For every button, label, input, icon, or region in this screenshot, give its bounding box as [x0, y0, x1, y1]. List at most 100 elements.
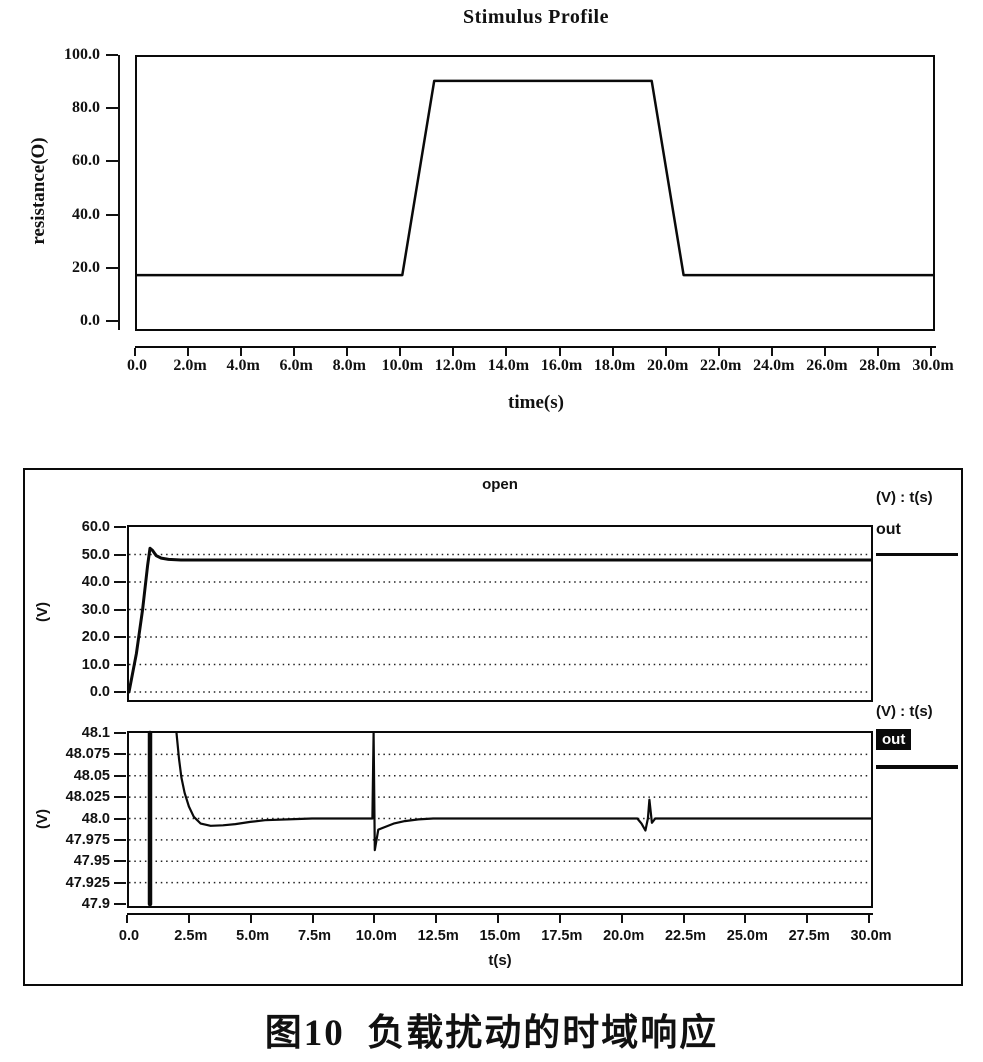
stimulus-x-axis-label: time(s)	[508, 392, 564, 413]
x-tick-label: 25.0m	[726, 928, 768, 944]
y-tick-mark	[114, 817, 126, 820]
x-tick-label: 0.0	[127, 357, 147, 374]
x-tick-mark	[249, 915, 252, 923]
y-tick-label: 50.0	[81, 546, 110, 563]
x-tick-mark	[126, 915, 128, 923]
lower-legend-swatch-line	[876, 765, 958, 769]
y-tick-label: 47.95	[73, 853, 110, 870]
x-tick-label: 18.0m	[593, 357, 636, 374]
y-tick-label: 80.0	[72, 99, 100, 117]
x-tick-mark	[505, 348, 508, 356]
y-tick-label: 60.0	[72, 152, 100, 170]
x-tick-label: 26.0m	[806, 357, 848, 374]
upper-y-tick-marks	[114, 526, 126, 700]
x-tick-label: 10.0m	[381, 357, 423, 374]
upper-legend-header: (V) : t(s)	[876, 489, 933, 506]
y-tick-mark	[106, 54, 118, 56]
x-tick-label: 4.0m	[226, 357, 260, 374]
x-tick-label: 27.5m	[788, 928, 830, 944]
x-tick-mark	[452, 348, 455, 356]
upper-legend-item: out	[876, 521, 901, 538]
x-tick-mark	[187, 348, 190, 356]
x-tick-label: 2.0m	[173, 357, 207, 374]
x-tick-mark	[240, 348, 243, 356]
y-tick-label: 100.0	[64, 46, 100, 63]
lower-trace-svg	[129, 730, 873, 907]
x-tick-label: 15.0m	[479, 928, 521, 944]
x-tick-mark	[744, 915, 747, 923]
y-tick-label: 20.0	[81, 629, 110, 645]
x-tick-label: 20.0m	[646, 357, 689, 374]
y-tick-label: 60.0	[81, 519, 110, 535]
y-tick-label: 47.925	[65, 874, 110, 891]
upper-legend-swatch-line	[876, 553, 958, 556]
x-tick-mark	[399, 348, 402, 356]
x-tick-label: 7.5m	[297, 928, 332, 944]
y-tick-mark	[114, 774, 126, 777]
y-tick-label: 48.0	[81, 810, 110, 827]
y-tick-label: 48.1	[81, 725, 110, 741]
y-tick-label: 48.05	[73, 767, 110, 784]
upper-trace-svg	[127, 546, 873, 694]
x-tick-label: 30.0m	[850, 928, 892, 944]
y-tick-mark	[114, 636, 126, 638]
x-tick-mark	[868, 915, 870, 923]
y-tick-mark	[114, 608, 126, 611]
x-tick-label: 10.0m	[355, 928, 397, 944]
x-tick-label: 12.0m	[434, 357, 477, 374]
x-tick-mark	[346, 348, 349, 356]
x-tick-label: 14.0m	[487, 357, 530, 374]
y-tick-mark	[114, 881, 126, 884]
y-tick-label: 48.025	[65, 789, 110, 806]
figure-caption: 图10 负载扰动的时域响应	[264, 1013, 719, 1054]
x-tick-label: 24.0m	[753, 357, 795, 374]
stimulus-y-tick-labels: 100.0 80.0 60.0 40.0 20.0 0.0	[0, 46, 100, 330]
y-tick-mark	[114, 753, 126, 756]
stimulus-y-axis	[106, 54, 120, 330]
x-tick-mark	[311, 915, 314, 923]
x-tick-mark	[497, 915, 499, 923]
response-panel-border	[23, 468, 963, 986]
upper-plot-area	[127, 525, 873, 702]
x-tick-mark	[770, 348, 773, 356]
upper-y-tick-labels: 60.0 50.0 40.0 30.0 20.0 10.0 0.0	[0, 519, 110, 700]
x-tick-mark	[373, 915, 376, 923]
y-tick-mark	[114, 526, 126, 528]
panel-x-axis	[126, 913, 873, 925]
y-tick-mark	[114, 796, 126, 799]
x-tick-label: 22.5m	[664, 928, 707, 944]
stimulus-trace-svg	[135, 79, 935, 277]
response-panel-title: open	[482, 476, 518, 493]
stimulus-plot-area	[135, 55, 935, 331]
y-tick-mark	[106, 107, 118, 110]
stimulus-chart-title: Stimulus Profile	[463, 6, 609, 28]
y-tick-mark	[114, 691, 126, 693]
trace-out	[175, 731, 873, 852]
y-tick-label: 40.0	[72, 205, 100, 223]
y-tick-label: 48.075	[65, 746, 110, 763]
y-tick-mark	[114, 838, 126, 841]
lower-y-tick-labels: 48.1 48.075 48.05 48.025 48.0 47.975 47.95 47.9…	[0, 725, 110, 912]
y-tick-mark	[114, 903, 126, 905]
x-tick-label: 28.0m	[859, 357, 901, 374]
y-tick-mark	[106, 320, 118, 322]
y-tick-mark	[106, 213, 118, 216]
x-tick-mark	[435, 915, 438, 923]
x-tick-mark	[682, 915, 685, 923]
lower-legend-header: (V) : t(s)	[876, 703, 933, 720]
trace-load-resistance	[135, 79, 935, 277]
trace-out	[127, 546, 873, 694]
x-tick-mark	[134, 348, 136, 356]
x-tick-label: 2.5m	[174, 928, 208, 944]
y-tick-label: 40.0	[81, 574, 110, 590]
x-tick-label: 17.5m	[541, 928, 583, 944]
y-tick-label: 0.0	[80, 312, 100, 329]
y-tick-mark	[114, 581, 126, 583]
stimulus-x-tick-labels: 0.0 2.0m 4.0m 6.0m 8.0m 10.0m 12.0m 14.0m 16.0m 1…	[127, 357, 954, 377]
x-tick-mark	[187, 915, 190, 923]
x-tick-label: 0.0	[118, 928, 140, 944]
y-tick-mark	[106, 266, 118, 269]
panel-x-axis-label: t(s)	[488, 952, 512, 969]
lower-plot-area	[127, 730, 873, 908]
